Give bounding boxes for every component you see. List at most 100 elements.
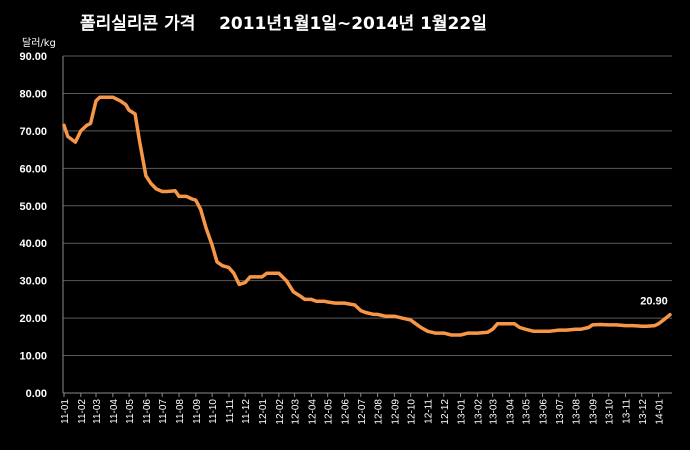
data-point [564,328,568,332]
data-point [215,260,219,264]
data-point [199,208,203,211]
x-tick-label: 13-06 [539,399,550,425]
data-point [598,323,602,326]
data-point [210,243,214,247]
x-tick-label: 12-10 [407,399,418,425]
data-point [548,329,552,333]
data-point [645,324,649,328]
x-tick-label: 13-02 [473,399,484,425]
data-point [475,331,479,335]
x-tick-label: 11-07 [158,399,169,424]
x-tick-label: 12-02 [275,399,286,425]
data-point [376,312,380,316]
series-layer [62,95,672,337]
x-tick-label: 13-08 [572,399,583,425]
y-tick-label: 0.00 [26,388,47,400]
x-tick-label: 12-08 [374,399,385,425]
data-point [326,300,330,304]
y-axis-unit-label: 달러/kg [22,37,56,49]
data-point [277,271,281,275]
x-tick-label: 13-07 [555,399,566,425]
data-point [204,226,208,230]
data-point [579,327,582,331]
data-point [154,187,158,191]
x-tick-label: 12-01 [258,399,269,425]
x-tick-label: 12-07 [357,399,368,425]
data-point [501,322,505,326]
data-point [85,123,89,127]
data-point [426,329,429,333]
chart-title: 폴리실리콘 가격 2011년1월1일~2014년 1월22일 [80,14,487,34]
data-point [73,140,77,144]
data-point [587,326,591,329]
data-point [531,329,535,333]
y-tick-label: 40.00 [19,238,47,250]
data-point [314,299,318,303]
data-point [243,281,247,284]
data-point [466,331,470,335]
x-tick-label: 13-09 [588,399,599,425]
x-tick-label: 11-04 [109,399,120,424]
data-point [419,326,423,329]
data-point [89,121,93,125]
data-point [194,198,198,202]
y-axis-tick-labels: 0.00 10.00 20.00 30.00 40.00 50.00 60.00 70.00 8… [19,51,47,400]
data-point [177,194,181,198]
data-point [496,322,499,326]
data-point [322,299,326,303]
data-point [173,189,177,193]
data-point [392,314,396,318]
data-point [149,181,153,185]
x-tick-label: 11-08 [175,399,186,424]
data-point [653,324,657,328]
data-point [614,323,618,327]
data-point [541,329,544,333]
x-tick-label: 13-12 [638,399,649,425]
data-point [190,197,194,201]
data-point [343,301,346,305]
data-point [624,324,627,328]
y-tick-label: 90.00 [19,51,47,63]
y-tick-label: 10.00 [19,351,47,363]
x-tick-label: 12-05 [324,399,335,425]
last-value-annotation: 20.90 [640,296,668,308]
data-point [309,297,313,301]
data-point [94,99,98,103]
data-point [433,331,437,335]
x-tick-label: 13-01 [457,399,468,425]
data-point [518,326,522,329]
data-point [292,290,295,294]
data-point [79,129,83,133]
data-point [98,95,102,99]
data-point [557,328,561,332]
data-point [449,333,453,337]
data-point [491,327,495,331]
data-point [333,301,337,305]
x-tick-label: 13-11 [622,399,633,424]
x-tick-label: 14-01 [655,399,666,425]
y-tick-label: 70.00 [19,126,47,138]
data-point [265,271,269,275]
data-point [232,271,236,275]
data-point [298,294,301,298]
x-tick-label: 13-03 [489,399,500,425]
x-tick-label: 12-09 [390,399,401,425]
x-tick-label: 12-04 [307,399,318,425]
data-point [185,194,189,198]
data-point [227,266,231,270]
x-tick-label: 11-11 [225,399,236,424]
y-tick-label: 60.00 [19,163,47,175]
data-point [237,282,241,286]
data-point [62,123,66,127]
data-point [353,303,357,307]
data-point [524,327,528,331]
x-tick-label: 11-12 [241,399,252,424]
data-point [260,275,264,279]
data-point [640,324,644,328]
x-tick-label: 11-01 [60,399,71,424]
data-point [512,322,516,326]
x-tick-label: 11-05 [125,399,136,424]
data-point [372,312,376,316]
